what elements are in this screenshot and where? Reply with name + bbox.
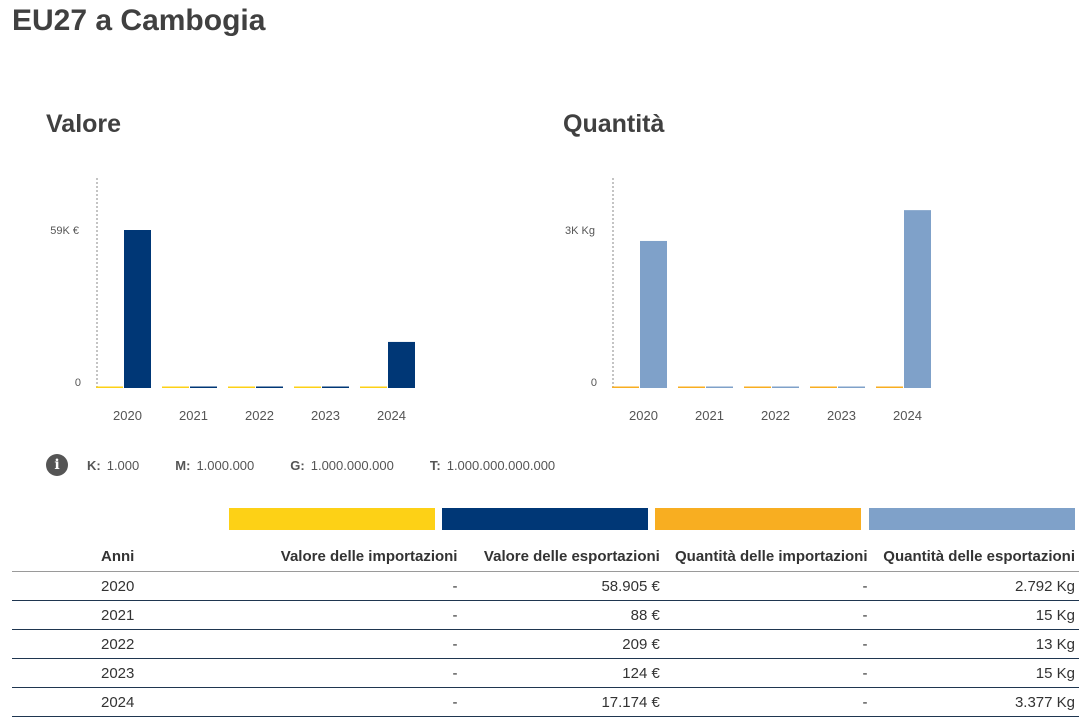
bar-imports-2020: [612, 386, 639, 388]
quantity-chart-title: Quantità: [563, 110, 665, 138]
cell-export-value: 209 €: [461, 629, 664, 659]
x-tick-label: 2022: [761, 408, 790, 423]
cell-year: 2022: [12, 629, 204, 659]
header-import-value[interactable]: Valore delle importazioni: [203, 541, 462, 572]
bar-imports-2021: [162, 386, 189, 388]
cell-import-quantity: -: [663, 658, 872, 688]
page-title: EU27 a Cambogia: [12, 4, 266, 37]
cell-export-quantity: 15 Kg: [871, 658, 1079, 688]
header-export-quantity[interactable]: Quantità delle esportazioni: [871, 541, 1079, 572]
x-tick-label: 2023: [311, 408, 340, 423]
legend-export-quantity[interactable]: [869, 508, 1075, 530]
unit-value: 1.000.000: [196, 457, 255, 473]
unit-item: K: 1.000: [87, 458, 139, 473]
cell-export-value: 124 €: [461, 658, 664, 688]
cell-import-value: -: [203, 658, 462, 688]
bar-exports-2021: [190, 386, 217, 388]
x-tick-label: 2023: [827, 408, 856, 423]
header-import-quantity[interactable]: Quantità delle importazioni: [663, 541, 872, 572]
bar-imports-2024: [360, 386, 387, 388]
bar-imports-2021: [678, 386, 705, 388]
bar-exports-2020: [124, 230, 151, 388]
cell-import-value: -: [203, 600, 462, 630]
unit-key: G:: [290, 457, 305, 473]
header-years[interactable]: Anni: [12, 541, 204, 572]
bar-exports-2021: [706, 386, 733, 388]
quantity-chart: 3K Kg 0 2020 2021 2022 2023 2024: [565, 178, 931, 423]
unit-value: 1.000.000.000.000: [446, 457, 556, 473]
x-tick-label: 2020: [629, 408, 658, 423]
table-row: 2021 - 88 € - 15 Kg: [12, 600, 1079, 630]
cell-import-quantity: -: [663, 571, 872, 601]
unit-value: 1.000: [106, 457, 140, 473]
bar-exports-2023: [322, 386, 349, 388]
unit-item: G: 1.000.000.000: [290, 458, 394, 473]
cell-export-value: 17.174 €: [461, 687, 664, 717]
bar-exports-2022: [256, 386, 283, 388]
bar-exports-2023: [838, 386, 865, 388]
cell-export-quantity: 13 Kg: [871, 629, 1079, 659]
bar-imports-2024: [876, 386, 903, 388]
y-tick-label: 59K €: [50, 225, 79, 237]
cell-import-quantity: -: [663, 600, 872, 630]
cell-import-value: -: [203, 687, 462, 717]
bar-exports-2022: [772, 386, 799, 388]
unit-item: T: 1.000.000.000.000: [430, 458, 555, 473]
table-header-row: Anni Valore delle importazioni Valore de…: [12, 541, 1079, 572]
cell-import-quantity: -: [663, 687, 872, 717]
cell-import-value: -: [203, 571, 462, 601]
legend-export-value[interactable]: [442, 508, 648, 530]
bar-exports-2020: [640, 240, 667, 388]
cell-import-value: -: [203, 629, 462, 659]
x-tick-label: 2024: [893, 408, 922, 423]
y-tick-label: 0: [591, 377, 597, 389]
x-tick-label: 2021: [695, 408, 724, 423]
data-table: Anni Valore delle importazioni Valore de…: [12, 541, 1079, 717]
unit-value: 1.000.000.000: [310, 457, 394, 473]
bar-imports-2020: [96, 386, 123, 388]
bar-exports-2024: [904, 210, 931, 388]
unit-key: K:: [87, 457, 101, 473]
value-chart-title: Valore: [46, 110, 122, 138]
x-tick-label: 2021: [179, 408, 208, 423]
bar-imports-2023: [294, 386, 321, 388]
unit-key: T:: [429, 457, 441, 473]
bar-imports-2023: [810, 386, 837, 388]
legend-import-quantity[interactable]: [655, 508, 861, 530]
value-chart: 59K € 0 2020 2021 2022 2023 2024: [50, 178, 415, 423]
cell-export-quantity: 15 Kg: [871, 600, 1079, 630]
unit-key: M:: [175, 457, 191, 473]
cell-export-quantity: 2.792 Kg: [871, 571, 1079, 601]
bar-exports-2024: [388, 341, 415, 388]
cell-export-value: 88 €: [461, 600, 664, 630]
header-export-value[interactable]: Valore delle esportazioni: [461, 541, 664, 572]
x-tick-label: 2020: [113, 408, 142, 423]
table-row: 2024 - 17.174 € - 3.377 Kg: [12, 687, 1079, 717]
unit-legend: i K: 1.000 M: 1.000.000 G: 1.000.000.000…: [46, 454, 591, 476]
x-tick-label: 2024: [377, 408, 406, 423]
unit-item: M: 1.000.000: [175, 458, 254, 473]
cell-year: 2023: [12, 658, 204, 688]
cell-year: 2020: [12, 571, 204, 601]
table-row: 2022 - 209 € - 13 Kg: [12, 629, 1079, 659]
table-row: 2020 - 58.905 € - 2.792 Kg: [12, 571, 1079, 601]
info-icon[interactable]: i: [46, 454, 68, 476]
legend-import-value[interactable]: [229, 508, 435, 530]
y-tick-label: 3K Kg: [565, 225, 595, 237]
cell-import-quantity: -: [663, 629, 872, 659]
bar-imports-2022: [744, 386, 771, 388]
y-tick-label: 0: [75, 377, 81, 389]
cell-year: 2021: [12, 600, 204, 630]
bar-imports-2022: [228, 386, 255, 388]
cell-export-quantity: 3.377 Kg: [871, 687, 1079, 717]
cell-export-value: 58.905 €: [461, 571, 664, 601]
table-row: 2023 - 124 € - 15 Kg: [12, 658, 1079, 688]
x-tick-label: 2022: [245, 408, 274, 423]
cell-year: 2024: [12, 687, 204, 717]
